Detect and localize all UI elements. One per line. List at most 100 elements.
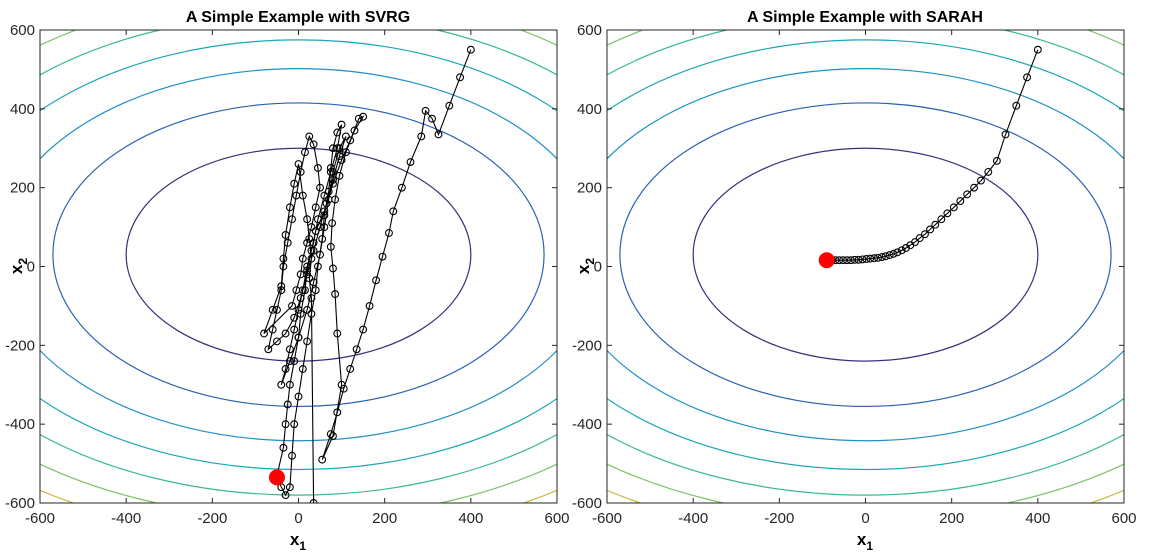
- path-point: [445, 101, 454, 110]
- path-point: [301, 286, 309, 295]
- path-point: [281, 231, 290, 239]
- path-point: [843, 256, 851, 265]
- path-point: [290, 420, 299, 429]
- path-point: [937, 215, 946, 224]
- contour-line: [40, 489, 557, 503]
- x-tick-label: -600: [592, 510, 622, 527]
- path-point: [893, 248, 902, 257]
- path-point: [956, 197, 965, 206]
- path-point: [322, 199, 331, 208]
- path-point: [428, 114, 437, 123]
- path-point: [309, 246, 318, 255]
- path-point: [279, 254, 288, 263]
- path-point: [902, 244, 910, 252]
- y-tick-label: -200: [572, 337, 602, 354]
- y-axis-ticks: -600 -400 -200 0 200 400 600: [5, 22, 557, 512]
- path-line: [828, 49, 1039, 261]
- path-point: [277, 282, 286, 291]
- x-tick-label: 0: [861, 510, 869, 527]
- plot-area-frame: [39, 29, 558, 504]
- path-point: [285, 380, 294, 389]
- path-point: [290, 357, 299, 366]
- path-point: [305, 274, 314, 283]
- path-point: [309, 278, 318, 287]
- x-axis-ticks: -600 -400 -200 0 200 400 600: [25, 30, 570, 527]
- path-point: [850, 255, 859, 264]
- path-point: [264, 345, 273, 354]
- path-point: [365, 301, 374, 310]
- path-point: [326, 242, 335, 251]
- path-point: [277, 286, 286, 295]
- path-point: [434, 130, 443, 139]
- path-point: [288, 451, 296, 460]
- path-point: [337, 380, 346, 389]
- path-point: [385, 229, 393, 237]
- contour-line: [619, 102, 1112, 408]
- contour-line: [0, 0, 791, 555]
- path-point: [303, 215, 312, 224]
- x-tick-label: 200: [939, 510, 964, 527]
- path-point: [307, 254, 316, 263]
- path-point: [333, 128, 342, 137]
- y-tick-label: -600: [572, 495, 602, 512]
- path-point: [309, 499, 318, 503]
- path-point: [285, 357, 294, 366]
- path-point: [333, 329, 342, 338]
- contour-line: [52, 102, 545, 408]
- path-point: [294, 305, 303, 314]
- y-tick-label: -600: [5, 495, 35, 512]
- path-point: [273, 305, 281, 314]
- path-point: [294, 333, 303, 342]
- x-tick-label: -400: [678, 510, 708, 527]
- path-point: [421, 106, 430, 115]
- y-tick-label: 400: [577, 101, 602, 118]
- path-point: [926, 225, 935, 234]
- path-point: [309, 140, 318, 149]
- path-point: [977, 176, 985, 185]
- path-point: [324, 195, 333, 204]
- path-point: [931, 220, 940, 229]
- path-point: [296, 270, 305, 279]
- path-point: [320, 223, 329, 232]
- path-point: [406, 158, 415, 166]
- path-point: [417, 132, 426, 141]
- path-point: [326, 430, 335, 438]
- path-point: [335, 171, 344, 180]
- contour-lines: [607, 30, 1124, 503]
- path-point: [346, 365, 355, 373]
- path-point: [326, 167, 335, 176]
- path-point: [311, 227, 320, 235]
- path-point: [307, 309, 316, 318]
- path-point: [1012, 101, 1021, 110]
- path-point: [298, 254, 307, 263]
- y-tick-label: 400: [10, 101, 35, 118]
- x-tick-label: 600: [544, 510, 569, 527]
- path-point: [337, 120, 346, 129]
- path-point: [294, 392, 303, 401]
- path-point: [331, 290, 340, 299]
- path-point: [397, 183, 406, 192]
- path-point: [296, 309, 305, 318]
- path-point: [339, 384, 348, 393]
- path-point: [1001, 130, 1010, 139]
- y-tick-label: -400: [572, 416, 602, 433]
- path-point: [456, 73, 465, 82]
- optimization-path: [260, 45, 475, 503]
- x-tick-label: -400: [111, 510, 141, 527]
- path-point: [877, 253, 886, 261]
- path-point: [881, 252, 890, 261]
- path-point: [281, 329, 290, 338]
- path-point: [359, 112, 368, 121]
- y-tick-label: -400: [5, 416, 35, 433]
- path-point: [311, 203, 320, 212]
- path-point: [307, 223, 316, 232]
- path-point: [329, 179, 337, 188]
- path-point: [354, 114, 363, 123]
- path-point: [329, 167, 337, 176]
- contour-line: [40, 30, 557, 503]
- path-point: [268, 305, 277, 314]
- path-point: [963, 190, 972, 199]
- path-point: [296, 294, 305, 302]
- path-point: [303, 266, 312, 275]
- path-point: [303, 238, 312, 247]
